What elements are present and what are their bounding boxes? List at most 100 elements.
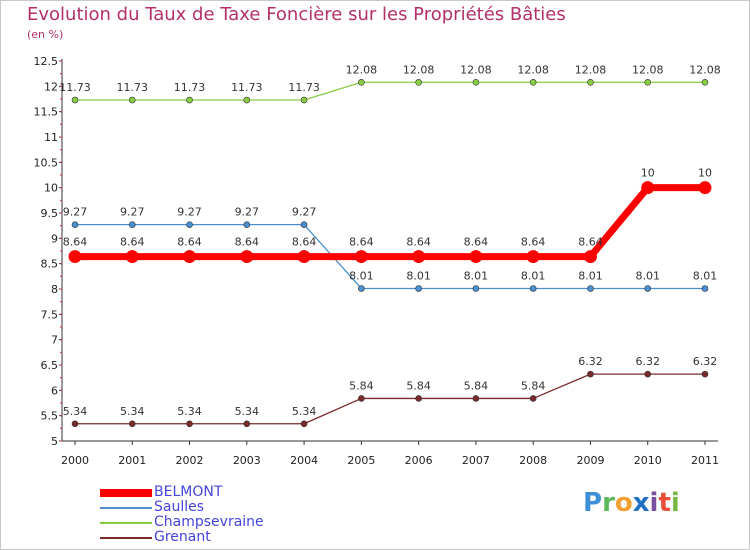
data-point-belmont: [412, 250, 426, 264]
data-label-champsevraine: 11.73: [174, 81, 206, 94]
data-label-belmont: 8.64: [177, 236, 202, 249]
data-label-champsevraine: 12.08: [632, 63, 664, 76]
data-label-grenant: 6.32: [693, 355, 718, 368]
data-label-saulles: 8.01: [693, 269, 718, 282]
y-tick-label: 6: [51, 384, 58, 397]
data-point-grenant: [529, 395, 537, 402]
data-label-champsevraine: 12.08: [517, 63, 549, 76]
series-line-belmont: [75, 184, 705, 261]
data-point-belmont: [698, 181, 712, 195]
data-point-champsevraine: [128, 96, 136, 104]
data-point-saulles: [358, 285, 365, 292]
data-point-champsevraine: [587, 78, 594, 86]
data-point-grenant: [186, 420, 193, 428]
data-point-grenant: [300, 420, 308, 428]
data-label-saulles: 8.01: [406, 269, 431, 282]
data-point-grenant: [644, 370, 652, 378]
legend-swatch-grenant: [100, 537, 152, 539]
data-label-belmont: 8.64: [349, 236, 374, 249]
legend-label-belmont: BELMONT: [154, 484, 223, 500]
data-label-grenant: 5.34: [292, 405, 317, 418]
data-labels: 11.73 11.73 11.73 11.73 11.73 12.08 12.08 12.08…: [59, 63, 721, 417]
x-tick-label: 2004: [290, 454, 318, 467]
data-label-saulles: 9.27: [235, 206, 260, 219]
data-label-champsevraine: 11.73: [231, 81, 263, 94]
data-point-grenant: [701, 370, 709, 378]
data-point-saulles: [71, 221, 79, 228]
data-point-saulles: [300, 221, 308, 228]
data-point-champsevraine: [415, 78, 422, 86]
data-point-belmont: [68, 250, 82, 264]
data-label-champsevraine: 12.08: [575, 63, 607, 76]
legend-swatch-belmont: [100, 489, 152, 497]
legend-swatch-champsevraine: [100, 522, 152, 524]
y-tick-label: 8: [51, 283, 58, 296]
data-point-saulles: [186, 221, 193, 228]
legend-item-belmont: BELMONT: [100, 484, 360, 500]
legend-item-grenant: Grenant: [100, 529, 360, 545]
data-point-champsevraine: [71, 96, 79, 104]
data-point-champsevraine: [701, 78, 709, 86]
data-point-champsevraine: [358, 78, 365, 86]
x-tick-label: 2011: [691, 454, 719, 467]
data-point-saulles: [128, 221, 136, 228]
data-point-grenant: [128, 420, 136, 428]
chart-title: Evolution du Taux de Taxe Foncière sur l…: [27, 4, 566, 25]
x-tick-label: 2001: [118, 454, 146, 467]
data-point-champsevraine: [644, 78, 652, 86]
data-point-grenant: [358, 395, 365, 402]
unit-label: (en %): [27, 28, 64, 41]
data-point-saulles: [415, 285, 422, 292]
data-point-grenant: [587, 370, 594, 378]
legend: BELMONT Saulles Champsevraine Grenant: [100, 484, 360, 545]
data-point-champsevraine: [472, 78, 480, 86]
data-point-grenant: [415, 395, 422, 402]
data-point-saulles: [644, 285, 652, 292]
y-tick-label: 9.5: [41, 207, 59, 220]
data-label-belmont: 8.64: [521, 236, 546, 249]
data-point-saulles: [701, 285, 709, 292]
data-label-champsevraine: 12.08: [689, 63, 721, 76]
data-point-belmont: [469, 250, 483, 264]
data-label-saulles: 8.01: [521, 269, 546, 282]
series-line-champsevraine: [75, 81, 705, 101]
data-label-saulles: 9.27: [63, 206, 88, 219]
series-layer: [68, 78, 712, 428]
data-label-belmont: 8.64: [120, 236, 145, 249]
y-tick-label: 8.5: [41, 258, 59, 271]
legend-item-champsevraine: Champsevraine: [100, 514, 360, 530]
data-label-grenant: 6.32: [578, 355, 603, 368]
y-tick-label: 12.5: [34, 55, 59, 68]
data-label-grenant: 5.84: [464, 379, 489, 392]
x-tick-label: 2002: [176, 454, 204, 467]
y-tick-label: 6.5: [41, 359, 59, 372]
data-point-champsevraine: [186, 96, 193, 104]
y-tick-label: 7.5: [41, 308, 59, 321]
data-label-belmont: 8.64: [63, 236, 88, 249]
data-point-belmont: [125, 250, 139, 264]
x-tick-label: 2009: [576, 454, 604, 467]
data-label-champsevraine: 11.73: [59, 81, 91, 94]
data-point-saulles: [243, 221, 251, 228]
y-tick-label: 11.5: [34, 106, 59, 119]
legend-label-saulles: Saulles: [154, 499, 205, 515]
data-label-champsevraine: 12.08: [346, 63, 378, 76]
data-label-saulles: 9.27: [120, 206, 145, 219]
data-label-grenant: 5.34: [235, 405, 260, 418]
data-point-belmont: [183, 250, 197, 264]
data-point-champsevraine: [529, 78, 537, 86]
series-line-saulles: [75, 224, 705, 290]
data-label-grenant: 5.34: [120, 405, 145, 418]
data-label-grenant: 6.32: [635, 355, 660, 368]
y-tick-label: 9: [51, 232, 58, 245]
data-label-belmont: 10: [641, 167, 655, 180]
data-point-saulles: [587, 285, 594, 292]
legend-swatch-saulles: [100, 507, 152, 509]
x-tick-label: 2008: [519, 454, 547, 467]
data-label-belmont: 8.64: [406, 236, 431, 249]
y-tick-label: 5: [51, 435, 58, 448]
y-tick-label: 12: [44, 80, 58, 93]
data-point-belmont: [297, 250, 311, 264]
data-label-belmont: 8.64: [464, 236, 489, 249]
